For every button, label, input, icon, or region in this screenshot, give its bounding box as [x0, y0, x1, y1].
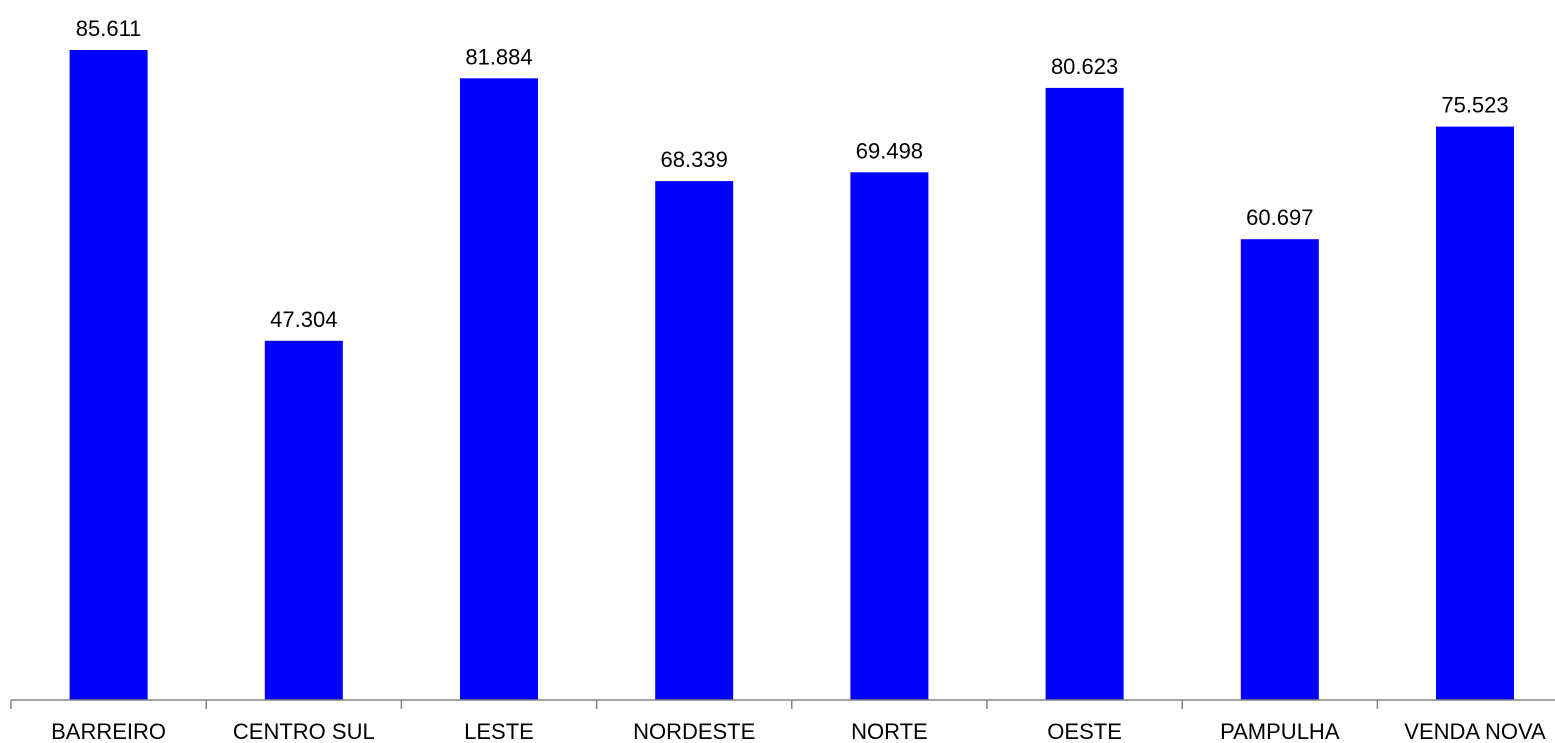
x-tick-label: VENDA NOVA — [1404, 719, 1546, 743]
bar-value-label: 85.611 — [76, 16, 142, 41]
x-tick-label: OESTE — [1047, 719, 1122, 743]
bar-centro-sul — [264, 340, 343, 700]
bar-norte — [850, 172, 929, 701]
x-tick-labels-group: BARREIRO CENTRO SUL LESTE NORDESTE NORTE OEST… — [51, 719, 1546, 743]
x-tick-label: CENTRO SUL — [233, 719, 375, 743]
x-tick-label: NORTE — [851, 719, 928, 743]
x-tick-label: LESTE — [464, 719, 534, 743]
x-axis — [10, 699, 1555, 709]
bar-value-label: 81.884 — [465, 44, 532, 69]
bar-value-label: 47.304 — [270, 307, 337, 332]
bar-value-label: 69.498 — [856, 138, 923, 163]
bars-group — [69, 50, 1514, 701]
bar-oeste — [1045, 87, 1124, 700]
x-tick-label: PAMPULHA — [1220, 719, 1340, 743]
bar-pampulha — [1240, 239, 1319, 700]
x-tick-label: BARREIRO — [51, 719, 166, 743]
bar-value-label: 60.697 — [1246, 205, 1313, 230]
bar-value-label: 75.523 — [1441, 93, 1508, 118]
bar-value-label: 68.339 — [661, 147, 728, 172]
bar-venda-nova — [1436, 126, 1514, 701]
bar-nordeste — [655, 181, 734, 701]
bar-value-label: 80.623 — [1051, 54, 1118, 79]
value-labels-group: 85.611 47.304 81.884 68.339 69.498 80.623 60.6… — [76, 16, 1509, 332]
x-tick-label: NORDESTE — [633, 719, 755, 743]
bar-barreiro — [69, 50, 148, 700]
bar-leste — [460, 78, 538, 701]
